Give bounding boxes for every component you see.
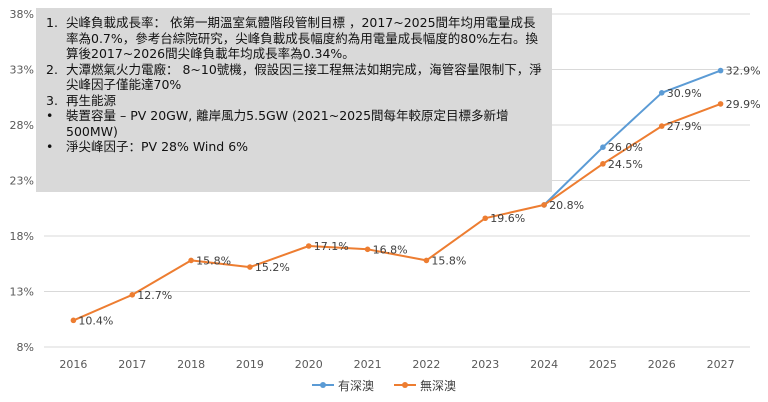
- note-item-5: • 淨尖峰因子：PV 28% Wind 6%: [46, 139, 542, 155]
- y-tick-label: 33%: [10, 64, 34, 77]
- legend-item-series-1: 有深澳: [311, 377, 374, 394]
- note-item-1: 1. 尖峰負載成長率： 依第一期溫室氣體階段管制目標 ，2017~2025間年均…: [46, 15, 542, 62]
- note-item-4: • 裝置容量 – PV 20GW, 離岸風力5.5GW (2021~2025間每…: [46, 108, 542, 139]
- note-marker: 1.: [46, 15, 58, 30]
- data-label: 10.4%: [78, 314, 113, 327]
- x-tick-label: 2018: [177, 358, 205, 371]
- x-tick-label: 2025: [589, 358, 617, 371]
- data-point: [600, 144, 606, 150]
- y-tick-label: 28%: [10, 119, 34, 132]
- note-text: 尖峰負載成長率： 依第一期溫室氣體階段管制目標 ，2017~2025間年均用電量…: [66, 15, 539, 61]
- data-label: 15.2%: [255, 261, 290, 274]
- data-point: [70, 317, 77, 324]
- data-point: [600, 161, 606, 167]
- data-label: 26.0%: [608, 141, 643, 154]
- x-tick-label: 2026: [648, 358, 676, 371]
- y-tick-label: 8%: [17, 341, 34, 354]
- data-point: [247, 264, 253, 270]
- note-text: 再生能源: [66, 92, 117, 108]
- note-text: 裝置容量 – PV 20GW, 離岸風力5.5GW (2021~2025間每年較…: [66, 108, 509, 139]
- data-labels: 26.0% 30.9% 32.9% 10.4% 12.7% 15.8% 15.2% 17.1%…: [78, 65, 760, 328]
- data-point: [129, 292, 136, 298]
- data-label: 29.9%: [726, 98, 761, 111]
- data-point: [423, 257, 430, 264]
- data-point: [364, 246, 371, 253]
- legend-dot-marker: [402, 382, 408, 388]
- data-label: 17.1%: [314, 240, 349, 253]
- note-item-2: 2. 大潭燃氣火力電廠： 8~10號機，假設因三接工程無法如期完成，海管容量限制…: [46, 62, 542, 93]
- note-text: 大潭燃氣火力電廠： 8~10號機，假設因三接工程無法如期完成，海管容量限制下，淨…: [66, 61, 542, 93]
- x-tick-label: 2017: [118, 358, 146, 371]
- series-line-2: [73, 102, 721, 322]
- legend-item-series-2: 無深澳: [394, 377, 456, 394]
- x-tick-label: 2024: [530, 358, 558, 371]
- note-marker: •: [46, 139, 54, 154]
- x-tick-label: 2023: [471, 358, 499, 371]
- data-label: 24.5%: [608, 158, 643, 171]
- legend-dot-marker: [319, 382, 326, 388]
- data-label: 15.8%: [431, 254, 466, 267]
- data-point: [305, 243, 312, 249]
- series-lines: [70, 67, 724, 324]
- y-tick-label: 38%: [10, 8, 34, 21]
- y-tick-label: 13%: [10, 286, 34, 299]
- data-label: 27.9%: [667, 120, 702, 133]
- series-line-1: [543, 69, 721, 206]
- x-axis-ticks: 2016 2017 2018 2019 2020 2021 2022 2023 2024 2025…: [59, 358, 734, 371]
- legend-label: 有深澳: [337, 378, 374, 393]
- legend: 有深澳 無深澳: [0, 376, 768, 394]
- data-point: [541, 202, 547, 208]
- data-point: [188, 257, 194, 264]
- y-axis-ticks: 8% 13% 18% 23% 28% 33% 38%: [10, 8, 34, 354]
- x-tick-label: 2020: [295, 358, 323, 371]
- x-tick-label: 2021: [354, 358, 382, 371]
- note-marker: 3.: [46, 92, 58, 108]
- data-point: [717, 101, 724, 107]
- x-tick-label: 2019: [236, 358, 264, 371]
- legend-line-marker: [394, 382, 416, 388]
- y-tick-label: 23%: [10, 175, 34, 188]
- note-text: 淨尖峰因子：PV 28% Wind 6%: [66, 139, 249, 154]
- data-label: 12.7%: [137, 289, 172, 302]
- data-label: 30.9%: [667, 87, 702, 100]
- data-label: 19.6%: [490, 212, 525, 225]
- data-label: 32.9%: [726, 65, 761, 78]
- x-tick-label: 2016: [59, 358, 87, 371]
- data-label: 15.8%: [196, 254, 231, 267]
- data-point: [658, 90, 665, 96]
- x-tick-label: 2027: [707, 358, 735, 371]
- y-tick-label: 18%: [10, 230, 34, 243]
- note-marker: 2.: [46, 61, 58, 77]
- legend-label: 無深澳: [420, 378, 457, 393]
- data-point: [658, 123, 665, 129]
- note-item-3: 3. 再生能源: [46, 93, 542, 109]
- assumptions-note-box: 1. 尖峰負載成長率： 依第一期溫室氣體階段管制目標 ，2017~2025間年均…: [36, 8, 552, 192]
- x-tick-label: 2022: [412, 358, 440, 371]
- data-label: 20.8%: [549, 199, 584, 212]
- legend-line-marker: [311, 382, 334, 388]
- data-point: [482, 215, 489, 222]
- data-label: 16.8%: [373, 243, 408, 256]
- data-point: [717, 67, 724, 74]
- note-marker: •: [46, 108, 54, 123]
